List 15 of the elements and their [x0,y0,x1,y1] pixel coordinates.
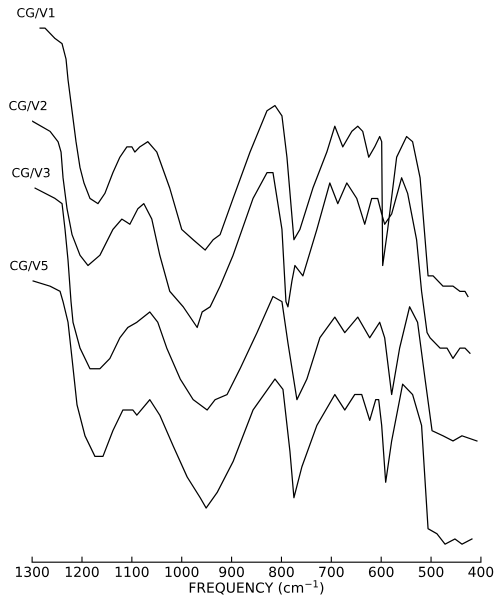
x-tick-label: 900 [219,566,244,578]
x-tick-label: 1300 [16,566,49,578]
x-axis-title: FREQUENCY (cm$^{−1}$) [190,580,324,594]
x-tick-label: 400 [468,566,494,578]
series-label: CG/V5 [10,260,48,272]
x-tick-label: 700 [319,566,344,578]
series-label: CG/V3 [12,168,50,178]
x-tick-label: 1100 [116,566,149,578]
x-tick-label: 1200 [66,566,99,578]
series-label: CG/V2 [9,100,46,112]
x-tick-label: 800 [269,566,294,578]
x-tick-label: 600 [368,566,394,578]
x-tick-label: 500 [418,566,444,578]
series-label: CG/V1 [17,8,54,18]
x-tick-label: 1000 [166,566,198,578]
